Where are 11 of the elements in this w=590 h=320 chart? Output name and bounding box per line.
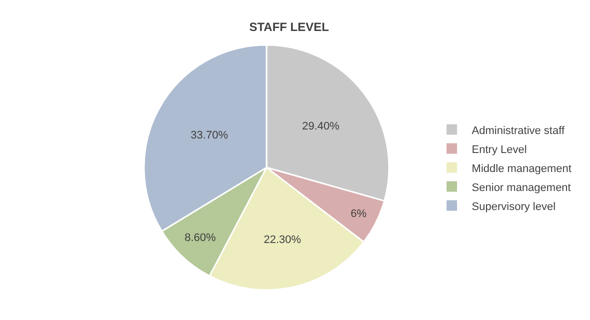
data-label: 29.40% (302, 120, 340, 132)
legend-label: Entry Level (472, 144, 527, 156)
legend-label: Supervisory level (472, 200, 556, 213)
chart-title: STAFF LEVEL (249, 20, 329, 34)
data-label: 22.30% (264, 234, 302, 246)
legend-label: Middle management (472, 162, 572, 175)
legend-label: Administrative staff (472, 124, 566, 137)
data-label: 8.60% (184, 232, 216, 244)
data-label: 6% (350, 208, 367, 220)
legend-label: Senior management (472, 182, 571, 194)
data-label: 33.70% (190, 129, 228, 142)
